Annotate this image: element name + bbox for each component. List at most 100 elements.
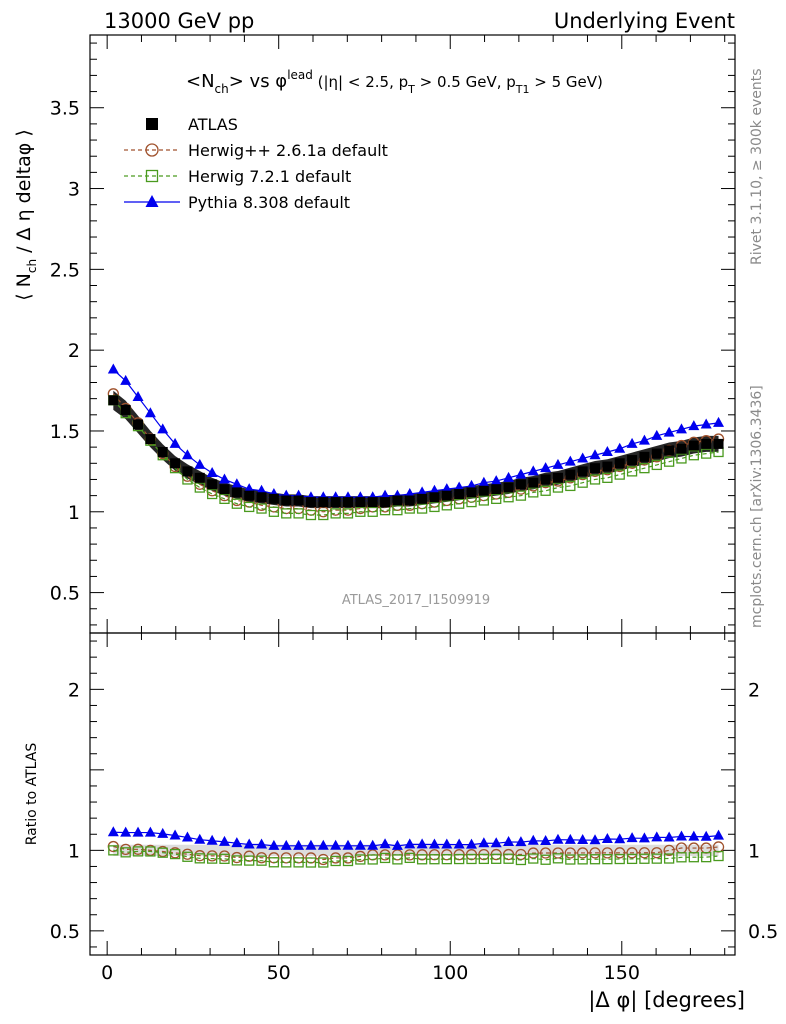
herwig-7-2-1-default-point [651,459,662,471]
herwig-7-2-1-default-ratio-point [268,857,280,868]
herwig-7-2-1-default-point [454,498,465,509]
herwig-7-2-1-default-ratio-point [157,847,168,858]
atlas-point [441,490,452,501]
herwig-7-2-1-default-point [256,503,267,514]
herwig-2-6-1a-default-ratio-point [564,847,576,859]
analysis-id-label: ATLAS_2017_I1509919 [342,593,490,608]
atlas-point [701,438,712,449]
pythia-8-308-default-point [231,478,243,489]
ratio-y-axis-title: Ratio to ATLAS [24,743,40,846]
pythia-8-308-default-ratio-point [577,834,589,845]
pythia-8-308-default-point [515,468,527,479]
pythia-8-308-default-ratio-point [552,833,564,844]
pythia-8-308-default-ratio-point [194,833,206,844]
y-tick-label: 1.5 [50,421,80,443]
pythia-8-308-default-ratio-point [181,831,193,842]
herwig-2-6-1a-default-ratio-point [638,847,651,859]
atlas-point [602,461,613,472]
herwig-7-2-1-default-ratio-point [663,853,675,864]
herwig-7-2-1-default-ratio-point [206,853,218,864]
atlas-point [577,466,588,477]
pythia-8-308-default-ratio-point [638,832,650,843]
ratio-y-tick-label-right: 1 [748,840,760,862]
herwig-2-6-1a-default-ratio-point [626,847,638,859]
atlas-point [343,497,353,508]
pythia-8-308-default-ratio-point [404,838,416,849]
herwig-7-2-1-default-ratio-point [602,854,613,865]
herwig-7-2-1-default-ratio-point [145,846,156,857]
pythia-8-308-default-ratio-line [113,831,719,847]
herwig-7-2-1-default-point [515,490,527,501]
herwig-7-2-1-default-ratio-point [182,851,193,862]
pythia-8-308-default-ratio-point [503,835,515,846]
pythia-8-308-default-ratio-point [663,831,675,842]
pythia-8-308-default-ratio-point [120,826,132,837]
atlas-point [293,495,304,506]
herwig-2-6-1a-default-ratio-point [651,847,663,859]
pythia-8-308-default-point [700,418,712,429]
pythia-8-308-default-ratio-point [700,830,712,841]
herwig-7-2-1-default-ratio-point [355,854,366,865]
herwig-7-2-1-default-ratio-point [342,855,354,867]
herwig-7-2-1-default-ratio-point [219,853,230,864]
herwig-7-2-1-default-ratio-point [651,853,662,864]
herwig-7-2-1-default-ratio-point [132,846,144,857]
y-axis-title: ⟨ Nch / Δ η deltaφ ⟩ [13,129,39,301]
atlas-point [688,440,699,451]
herwig-7-2-1-default-ratio-point [392,854,403,865]
atlas-point [454,489,465,500]
herwig-7-2-1-default-ratio-point [404,852,415,864]
pythia-8-308-default-point [527,465,539,476]
herwig-7-2-1-default-point [342,508,354,519]
herwig-7-2-1-default-point [626,466,638,477]
atlas-point [170,458,181,469]
pythia-8-308-default-point [713,416,725,427]
pythia-8-308-default-ratio-point [688,830,700,841]
pythia-8-308-default-point [181,449,193,460]
pythia-8-308-default-ratio-point [107,826,119,837]
atlas-point [108,395,119,406]
legend: ATLAS Herwig++ 2.6.1a default Herwig 7.2.1… [124,115,388,212]
herwig-7-2-1-default-ratio-point [194,853,205,864]
herwig-7-2-1-default-point [589,474,601,485]
pythia-8-308-default-ratio-point [293,839,305,850]
pythia-8-308-default-point [144,407,156,418]
pythia-8-308-default-ratio-point [218,835,230,846]
herwig-7-2-1-default-point [478,495,490,506]
atlas-point [466,487,477,498]
herwig-7-2-1-default-point [367,506,378,517]
atlas-point [231,487,242,498]
pythia-8-308-default-ratio-point [330,839,342,850]
herwig-7-2-1-default-point [355,506,366,517]
herwig-7-2-1-default-point [429,501,440,513]
herwig-7-2-1-default-ratio-point [108,845,119,856]
y-tick-label: 1 [68,502,80,524]
pythia-8-308-default-ratio-point [626,832,638,843]
atlas-point [528,477,539,488]
herwig-7-2-1-default-ratio-point [639,853,650,864]
pythia-8-308-default-ratio-point [268,839,280,850]
pythia-8-308-default-ratio-point [589,834,601,845]
herwig-7-2-1-default-point [528,487,539,498]
plot-title: <Nch> vs φlead (|η| < 2.5, pT > 0.5 GeV,… [186,68,603,96]
pythia-8-308-default-ratio-point [367,839,379,850]
herwig-7-2-1-default-ratio-point [169,848,181,860]
pythia-8-308-default-point [107,363,119,374]
legend-herwig-2-6-1a-default-marker [145,143,159,157]
herwig-7-2-1-default-point [663,456,675,467]
herwig-7-2-1-default-ratio-point [614,853,625,865]
herwig-7-2-1-default-point [639,462,650,474]
pythia-8-308-default-point [206,466,218,477]
atlas-point [256,492,267,503]
legend-herwig-2-6-1a-default-label: Herwig++ 2.6.1a default [188,141,388,160]
mcplots-label: mcplots.cern.ch [arXiv:1306.3436] [749,385,765,628]
legend-pythia-8-308-default-label: Pythia 8.308 default [188,193,350,212]
atlas-point [244,490,255,501]
pythia-8-308-default-ratio-point [354,839,366,850]
atlas-point [392,495,403,506]
pythia-8-308-default-ratio-point [428,838,440,849]
herwig-7-2-1-default-point [318,509,329,521]
herwig-7-2-1-default-ratio-point [367,854,378,865]
herwig-7-2-1-default-point [565,480,576,492]
pythia-8-308-default-ratio-point [280,839,292,850]
